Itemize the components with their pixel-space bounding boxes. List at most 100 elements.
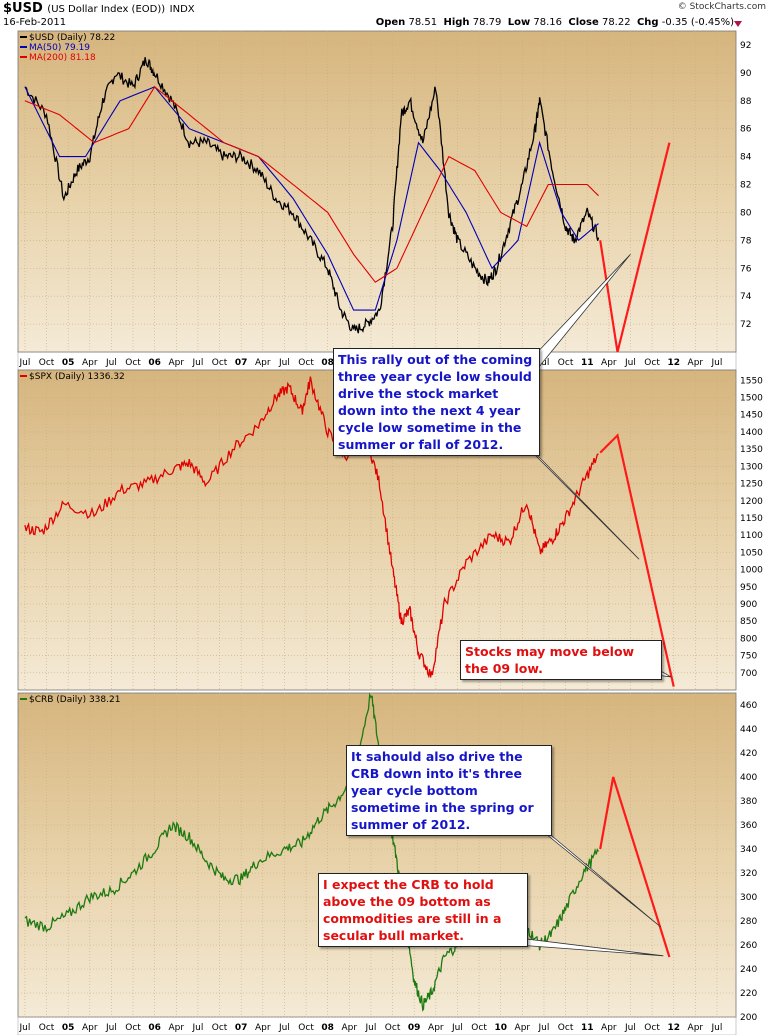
- y-tick-label: 800: [740, 634, 757, 644]
- time-tick-label: 12: [667, 1023, 680, 1033]
- y-tick-label: 220: [740, 989, 757, 999]
- y-tick-label: 1200: [740, 497, 763, 507]
- legend-entry: $USD (Daily) 78.22: [29, 33, 115, 43]
- y-tick-label: 1550: [740, 376, 763, 386]
- series-usd-price-line: [24, 57, 600, 334]
- series-usd-ma50-line: [24, 86, 599, 311]
- chart-header: $USD (US Dollar Index (EOD)) INDX 16-Feb…: [0, 0, 780, 30]
- time-tick-label: Jul: [18, 1023, 30, 1033]
- exchange: INDX: [169, 4, 195, 15]
- y-tick-label: 400: [740, 773, 757, 783]
- y-tick-label: 300: [740, 893, 757, 903]
- down-arrow-icon: [734, 21, 742, 27]
- time-tick-label: Apr: [169, 1023, 185, 1033]
- time-tick-label: 09: [408, 1023, 421, 1033]
- time-tick-label: Oct: [125, 358, 141, 368]
- y-tick-label: 900: [740, 600, 757, 610]
- time-tick-label: Oct: [39, 1023, 55, 1033]
- y-tick-label: 260: [740, 941, 757, 951]
- y-tick-label: 240: [740, 965, 757, 975]
- time-tick-label: Apr: [601, 358, 617, 368]
- projection-crb-line: [599, 776, 671, 958]
- y-tick-label: 360: [740, 821, 757, 831]
- time-tick-label: Apr: [688, 1023, 704, 1033]
- time-tick-label: Apr: [688, 358, 704, 368]
- time-tick-label: 05: [62, 1023, 75, 1033]
- y-tick-label: 380: [740, 797, 757, 807]
- time-tick-label: Apr: [515, 1023, 531, 1033]
- time-tick-label: 07: [235, 1023, 248, 1033]
- symbol-title: $USD (US Dollar Index (EOD)) INDX: [3, 1, 195, 16]
- y-tick-label: 1400: [740, 428, 763, 438]
- brand-logo: © StockCharts.com: [677, 2, 766, 12]
- time-tick-label: Jul: [365, 1023, 377, 1033]
- time-tick-label: Apr: [342, 1023, 358, 1033]
- time-tick-label: Oct: [212, 1023, 228, 1033]
- time-tick-label: 11: [581, 1023, 594, 1033]
- y-tick-label: 1450: [740, 411, 763, 421]
- time-tick-label: Oct: [39, 358, 55, 368]
- y-tick-label: 950: [740, 583, 757, 593]
- time-tick-label: 07: [235, 358, 248, 368]
- time-tick-label: Oct: [558, 1023, 574, 1033]
- y-tick-label: 460: [740, 701, 757, 711]
- y-tick-label: 1150: [740, 514, 763, 524]
- y-tick-label: 200: [740, 1013, 757, 1023]
- close-value: 78.22: [601, 17, 631, 28]
- y-tick-label: 72: [740, 320, 751, 330]
- time-tick-label: Jul: [538, 1023, 550, 1033]
- legend-entry: MA(200) 81.18: [29, 53, 96, 63]
- time-tick-label: Jul: [711, 358, 723, 368]
- time-tick-label: Oct: [644, 358, 660, 368]
- annotation-crb-hold: I expect the CRB to hold above the 09 bo…: [318, 873, 528, 947]
- time-tick-label: Oct: [125, 1023, 141, 1033]
- symbol: $USD: [3, 1, 43, 16]
- y-tick-label: 1350: [740, 445, 763, 455]
- time-tick-label: Apr: [601, 1023, 617, 1033]
- time-tick-label: 12: [667, 358, 680, 368]
- y-tick-label: 340: [740, 845, 757, 855]
- y-tick-label: 76: [740, 264, 752, 274]
- time-tick-label: Oct: [298, 358, 314, 368]
- high-value: 78.79: [472, 17, 502, 28]
- y-tick-label: 90: [740, 69, 752, 79]
- time-tick-label: Apr: [82, 358, 98, 368]
- y-tick-label: 1000: [740, 566, 763, 576]
- low-value: 78.16: [533, 17, 563, 28]
- y-tick-label: 86: [740, 125, 752, 135]
- y-tick-label: 1050: [740, 548, 763, 558]
- time-tick-label: Jul: [538, 358, 550, 368]
- y-tick-label: 1100: [740, 531, 763, 541]
- time-tick-label: 11: [581, 358, 594, 368]
- panel-usd-background: [17, 30, 737, 353]
- time-tick-label: Jul: [18, 358, 30, 368]
- annotation-crb-drive: It sahould also drive the CRB down into …: [346, 745, 552, 836]
- y-tick-label: 80: [740, 208, 752, 218]
- time-tick-label: 05: [62, 358, 75, 368]
- annotation-usd: This rally out of the coming three year …: [333, 348, 540, 456]
- time-tick-label: Jul: [624, 1023, 636, 1033]
- time-tick-label: 06: [148, 1023, 161, 1033]
- symbol-description: (US Dollar Index (EOD)): [47, 4, 166, 15]
- time-tick-label: 08: [321, 358, 334, 368]
- change-value: -0.35 (-0.45%): [661, 17, 734, 28]
- time-tick-label: Apr: [169, 358, 185, 368]
- projection-spx-line: [599, 433, 675, 687]
- y-tick-label: 1500: [740, 394, 763, 404]
- y-tick-label: 440: [740, 725, 757, 735]
- time-tick-label: Apr: [255, 1023, 271, 1033]
- panel-crb-background: [17, 692, 737, 1018]
- time-tick-label: Apr: [428, 1023, 444, 1033]
- annotation-spx: Stocks may move below the 09 low.: [460, 640, 662, 680]
- time-tick-label: Jul: [278, 1023, 290, 1033]
- y-tick-label: 1250: [740, 480, 763, 490]
- time-tick-label: Oct: [298, 1023, 314, 1033]
- projection-usd-line: [599, 142, 671, 353]
- quote-line: Open 78.51 High 78.79 Low 78.16 Close 78…: [375, 17, 734, 28]
- series-usd-ma200-line: [24, 85, 599, 283]
- time-tick-label: Jul: [451, 1023, 463, 1033]
- y-tick-label: 850: [740, 617, 757, 627]
- time-tick-label: Jul: [711, 1023, 723, 1033]
- time-tick-label: Jul: [624, 358, 636, 368]
